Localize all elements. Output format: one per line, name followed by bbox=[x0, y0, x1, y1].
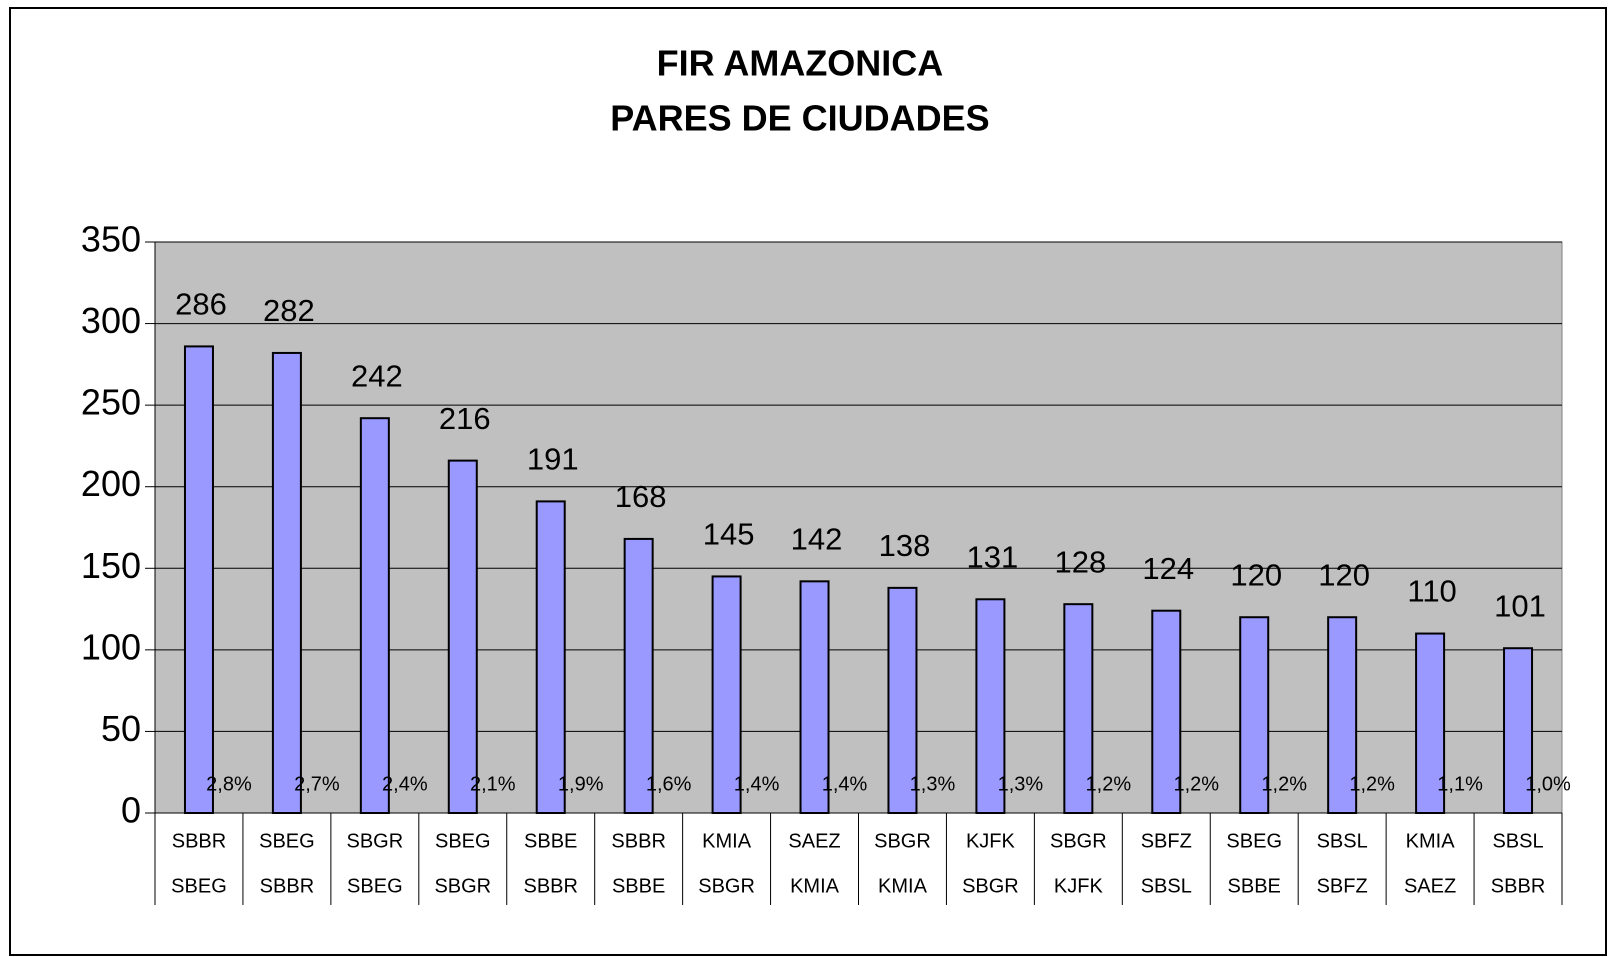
data-label: 286 bbox=[175, 287, 227, 322]
bar bbox=[887, 586, 918, 814]
y-tick-label: 250 bbox=[81, 382, 141, 423]
data-label: 120 bbox=[1318, 557, 1370, 592]
y-tick-label: 50 bbox=[101, 708, 141, 749]
x-tick-label: SBSL bbox=[1492, 830, 1543, 852]
data-label: 191 bbox=[527, 442, 579, 477]
x-tick-label: KJFK bbox=[1054, 875, 1104, 897]
y-tick-label: 300 bbox=[81, 300, 141, 341]
x-tick-label: KMIA bbox=[702, 830, 752, 852]
data-label: 124 bbox=[1142, 551, 1194, 586]
bar bbox=[447, 459, 478, 814]
data-label: 242 bbox=[351, 358, 403, 393]
share-label: 2,8% bbox=[206, 773, 252, 795]
x-tick-label: SBGR bbox=[1050, 830, 1107, 852]
x-tick-label: SAEZ bbox=[788, 830, 840, 852]
data-label: 145 bbox=[703, 517, 755, 552]
x-tick-label: SBBR bbox=[523, 875, 577, 897]
x-tick-label: SBEG bbox=[259, 830, 315, 852]
x-tick-label: KJFK bbox=[966, 830, 1016, 852]
bar bbox=[183, 345, 214, 814]
data-label: 216 bbox=[439, 401, 491, 436]
share-label: 1,2% bbox=[1349, 773, 1395, 795]
x-tick-label: SBEG bbox=[1226, 830, 1282, 852]
x-tick-label: SBGR bbox=[874, 830, 931, 852]
x-tick-label: SBGR bbox=[347, 830, 404, 852]
x-tick-label: SBSL bbox=[1141, 875, 1192, 897]
y-tick-label: 0 bbox=[121, 790, 141, 831]
bar bbox=[535, 500, 566, 814]
x-tick-label: SBEG bbox=[435, 830, 491, 852]
x-tick-label: SBBE bbox=[612, 875, 665, 897]
share-label: 2,7% bbox=[294, 773, 340, 795]
share-label: 1,0% bbox=[1525, 773, 1571, 795]
x-tick-label: SBBE bbox=[524, 830, 577, 852]
x-tick-label: SBBR bbox=[172, 830, 226, 852]
bar bbox=[1063, 603, 1094, 814]
x-tick-label: SBBR bbox=[611, 830, 665, 852]
share-label: 2,1% bbox=[470, 773, 516, 795]
bar bbox=[711, 575, 742, 815]
share-label: 1,2% bbox=[1261, 773, 1307, 795]
x-tick-label: SBSL bbox=[1317, 830, 1368, 852]
bar bbox=[1327, 616, 1358, 814]
share-label: 2,4% bbox=[382, 773, 428, 795]
data-label: 142 bbox=[791, 522, 843, 557]
share-label: 1,1% bbox=[1437, 773, 1483, 795]
bar bbox=[1503, 647, 1534, 814]
data-label: 120 bbox=[1230, 557, 1282, 592]
x-tick-label: KMIA bbox=[790, 875, 840, 897]
bar bbox=[271, 351, 302, 814]
share-label: 1,9% bbox=[558, 773, 604, 795]
x-tick-label: SBFZ bbox=[1317, 875, 1368, 897]
x-tick-label: KMIA bbox=[878, 875, 928, 897]
chart-title: FIR AMAZONICA bbox=[657, 43, 944, 84]
share-label: 1,6% bbox=[646, 773, 692, 795]
x-tick-label: SBBE bbox=[1228, 875, 1281, 897]
share-label: 1,4% bbox=[734, 773, 780, 795]
bar bbox=[1151, 609, 1182, 815]
bar bbox=[359, 417, 390, 814]
data-label: 138 bbox=[879, 528, 931, 563]
x-tick-label: SBBR bbox=[260, 875, 314, 897]
data-label: 101 bbox=[1494, 588, 1546, 623]
x-tick-label: SBFZ bbox=[1141, 830, 1192, 852]
x-tick-label: SBBR bbox=[1491, 875, 1545, 897]
share-label: 1,3% bbox=[910, 773, 956, 795]
x-tick-label: SAEZ bbox=[1404, 875, 1456, 897]
y-tick-label: 200 bbox=[81, 463, 141, 504]
y-tick-label: 150 bbox=[81, 545, 141, 586]
data-label: 110 bbox=[1407, 574, 1456, 609]
x-tick-label: SBEG bbox=[347, 875, 403, 897]
bar bbox=[1239, 616, 1270, 814]
y-tick-label: 350 bbox=[81, 219, 141, 260]
bar bbox=[975, 598, 1006, 814]
chart-title: PARES DE CIUDADES bbox=[610, 98, 989, 139]
share-label: 1,2% bbox=[1173, 773, 1219, 795]
y-tick-label: 100 bbox=[81, 626, 141, 667]
share-label: 1,4% bbox=[822, 773, 868, 795]
bar bbox=[1415, 632, 1446, 814]
x-tick-label: SBGR bbox=[434, 875, 491, 897]
share-label: 1,3% bbox=[998, 773, 1044, 795]
x-tick-label: SBEG bbox=[171, 875, 227, 897]
bar bbox=[799, 580, 830, 815]
x-tick-label: SBGR bbox=[962, 875, 1019, 897]
bar bbox=[623, 537, 654, 814]
x-tick-label: SBGR bbox=[698, 875, 755, 897]
data-label: 168 bbox=[615, 479, 667, 514]
data-label: 128 bbox=[1054, 544, 1106, 579]
data-label: 282 bbox=[263, 293, 315, 328]
data-label: 131 bbox=[967, 539, 1019, 574]
x-tick-label: KMIA bbox=[1406, 830, 1456, 852]
share-label: 1,2% bbox=[1086, 773, 1132, 795]
